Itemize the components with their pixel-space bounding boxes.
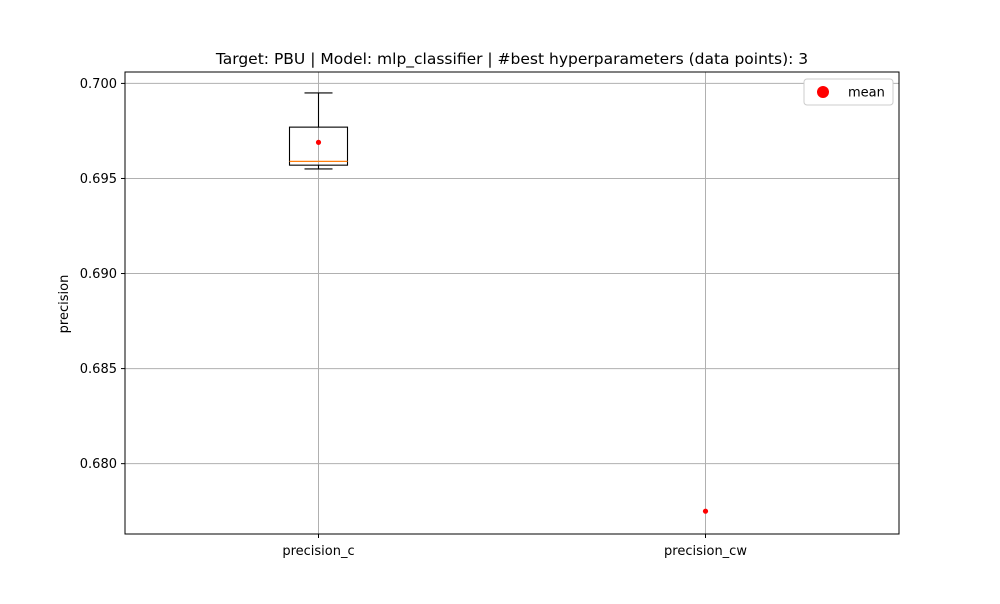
plot-frame [124, 71, 900, 535]
y-tick-label: 0.700 [80, 77, 117, 92]
y-tick-label: 0.695 [80, 172, 117, 187]
y-axis-label: precision [57, 275, 72, 334]
mean-marker [702, 508, 709, 514]
y-tick-label: 0.680 [80, 457, 117, 472]
grid-lines [125, 72, 899, 534]
legend: mean [803, 78, 894, 106]
x-tick-label: precision_c [282, 544, 354, 559]
boxes [288, 92, 709, 514]
legend-mean-marker [817, 86, 829, 98]
x-tick-label: precision_cw [664, 544, 747, 559]
axes: 0.680 0.685 0.690 0.695 0.700 precision_c prec… [80, 71, 900, 559]
iqr-box [288, 126, 349, 166]
legend-frame [803, 78, 894, 106]
chart-title: Target: PBU | Model: mlp_classifier | #b… [215, 50, 808, 69]
y-tick-label: 0.685 [80, 362, 117, 377]
legend-label-mean: mean [848, 86, 885, 101]
mean-marker [315, 139, 322, 145]
y-tick-label: 0.690 [80, 267, 117, 282]
